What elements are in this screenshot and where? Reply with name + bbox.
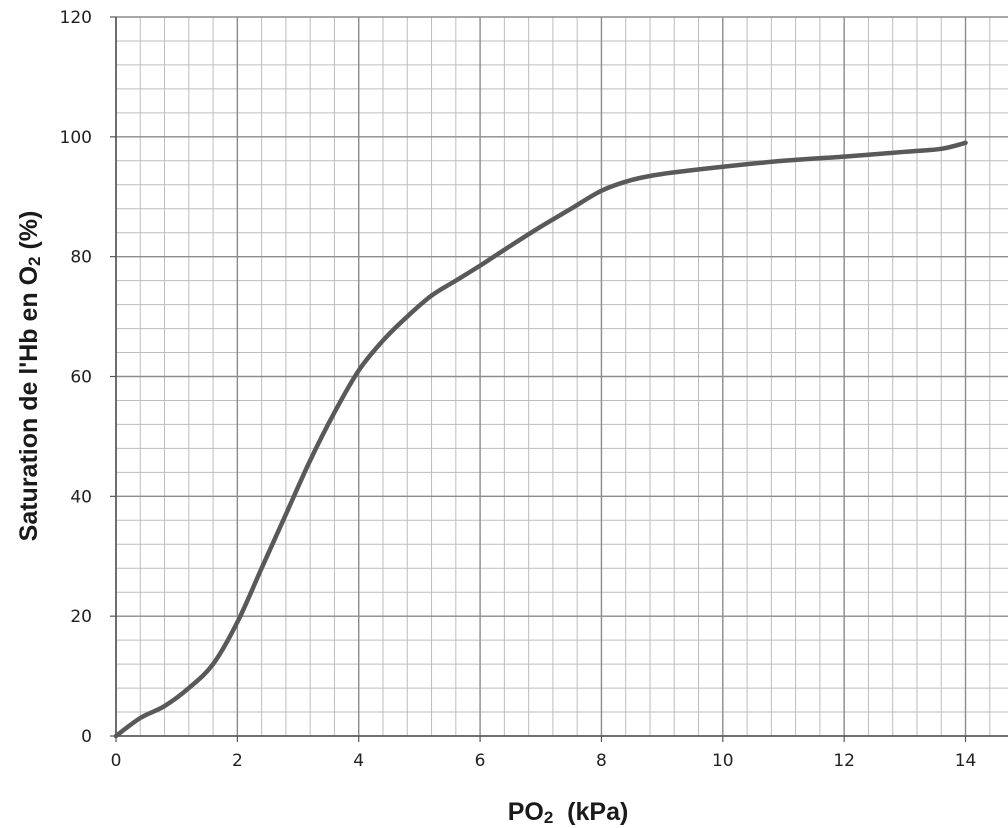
x-tick-labels: 0 2 4 6 8 10 12 14 bbox=[111, 751, 977, 771]
y-tick-label: 0 bbox=[81, 727, 92, 747]
x-tick-label: 6 bbox=[475, 751, 486, 771]
y-tick-labels: 0 20 40 60 80 100 120 bbox=[60, 8, 92, 747]
x-tick-label: 8 bbox=[596, 751, 607, 771]
x-tick-label: 12 bbox=[833, 751, 855, 771]
saturation-curve bbox=[113, 140, 968, 739]
y-tick-label: 60 bbox=[70, 368, 92, 388]
x-tick-label: 4 bbox=[353, 751, 364, 771]
x-tick-label: 10 bbox=[712, 751, 734, 771]
major-grid bbox=[115, 16, 1008, 737]
y-tick-label: 100 bbox=[60, 128, 92, 148]
curve-layer bbox=[113, 140, 968, 739]
y-tick-label: 120 bbox=[60, 8, 92, 28]
x-axis-title: PO2 (kPa) bbox=[508, 798, 629, 827]
y-tick-label: 80 bbox=[70, 248, 92, 268]
y-tick-label: 20 bbox=[70, 607, 92, 627]
y-tick-label: 40 bbox=[70, 487, 92, 507]
x-tick-label: 0 bbox=[111, 751, 122, 771]
x-tick-label: 2 bbox=[232, 751, 243, 771]
x-tick-label: 14 bbox=[955, 751, 977, 771]
y-axis-title: Saturation de l'Hb en O2 (%) bbox=[15, 211, 44, 542]
axes bbox=[110, 16, 1008, 742]
